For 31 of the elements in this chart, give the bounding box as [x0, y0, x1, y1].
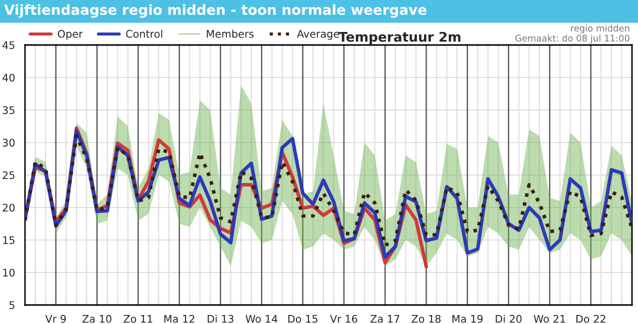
y-tick-label: 40	[2, 74, 15, 82]
y-tick-label: 20	[2, 204, 15, 212]
text: Gemaakt: do 08 jul 11:00	[515, 34, 630, 44]
text: regio midden	[571, 24, 630, 34]
y-tick-label: 30	[2, 138, 15, 147]
x-tick-label: Ma 19	[452, 314, 483, 323]
x-tick-label: Di 20	[496, 314, 522, 323]
y-tick-label: 15	[3, 236, 14, 244]
x-tick-label: Za 10	[82, 314, 112, 323]
x-tick-label: Di 13	[208, 314, 234, 323]
chart-title: Temperatuur 2m	[338, 32, 460, 44]
y-tick-label: 10	[3, 268, 15, 277]
legend-label: Control	[126, 30, 162, 38]
x-tick-label: Do 22	[576, 314, 606, 323]
legend-label: Members	[206, 30, 254, 38]
x-tick-label: Wo 14	[246, 315, 278, 323]
chart-subtitle: Vijftiendaagse regio midden - toon normale weergave	[4, 4, 426, 18]
y-tick-label: 35	[2, 106, 14, 114]
y-tick-label: 5	[9, 301, 14, 310]
y-tick-label: 25	[2, 171, 14, 180]
x-tick-label: Wo 21	[534, 314, 566, 323]
y-tick-label: 45	[2, 41, 14, 50]
x-tick-label: Vr 16	[330, 314, 358, 323]
legend-label: Oper	[58, 30, 83, 40]
x-tick-label: Za 17	[370, 315, 400, 323]
x-tick-label: Ma 12	[164, 314, 194, 323]
x-tick-label: Do 15	[288, 315, 318, 323]
x-tick-label: Vr 9	[45, 314, 66, 323]
x-tick-label: Zo 11	[124, 315, 152, 323]
x-tick-label: Zo 18	[412, 314, 441, 323]
legend-label: Average	[296, 30, 340, 40]
